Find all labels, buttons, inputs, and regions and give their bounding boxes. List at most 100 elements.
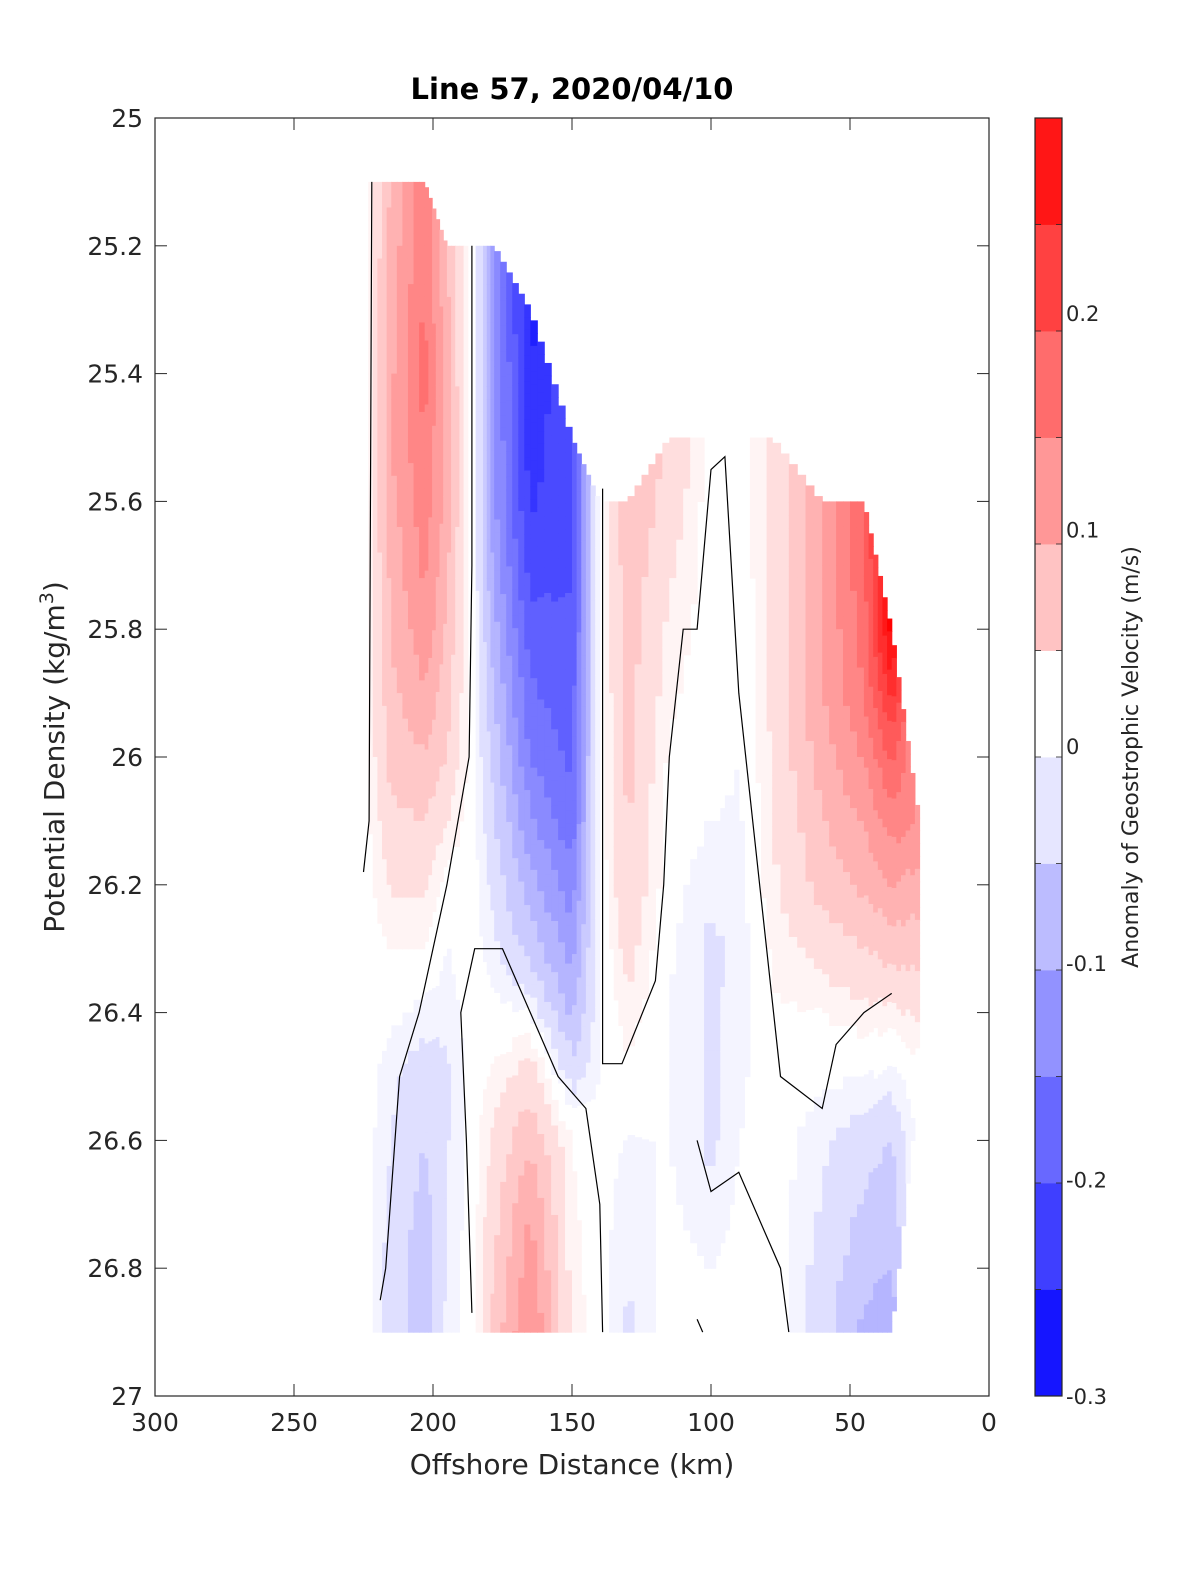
- heatmap-cell: [572, 1235, 578, 1249]
- heatmap-cell: [382, 501, 388, 515]
- heatmap-cell: [634, 881, 643, 895]
- heatmap-cell: [805, 932, 815, 947]
- heatmap-cell: [558, 1031, 566, 1046]
- heatmap-cell: [483, 386, 488, 400]
- heatmap-cell: [618, 884, 624, 899]
- heatmap-cell: [761, 475, 768, 490]
- heatmap-cell: [479, 463, 484, 477]
- heatmap-cell: [581, 1307, 587, 1321]
- heatmap-cell: [483, 718, 488, 733]
- heatmap-cell: [443, 956, 448, 970]
- heatmap-cell: [720, 1102, 726, 1116]
- heatmap-cell: [544, 439, 552, 454]
- heatmap-cell: [483, 1268, 488, 1282]
- heatmap-cell: [558, 763, 566, 777]
- heatmap-cell: [724, 923, 731, 937]
- heatmap-cell: [428, 696, 433, 710]
- heatmap-cell: [506, 1090, 513, 1104]
- heatmap-cell: [419, 437, 426, 451]
- heatmap-cell: [813, 1122, 823, 1136]
- heatmap-cell: [788, 1256, 798, 1270]
- heatmap-cell: [500, 530, 507, 544]
- heatmap-cell: [439, 1226, 444, 1241]
- heatmap-cell: [715, 1229, 721, 1244]
- heatmap-cell: [669, 514, 677, 528]
- heatmap-cell: [797, 883, 807, 898]
- heatmap-cell: [459, 1153, 465, 1167]
- heatmap-cell: [655, 645, 663, 659]
- heatmap-cell: [518, 383, 525, 397]
- heatmap-cell: [424, 1081, 429, 1096]
- heatmap-cell: [565, 1206, 573, 1220]
- heatmap-cell: [551, 1317, 559, 1331]
- heatmap-cell: [443, 1007, 448, 1021]
- heatmap-cell: [446, 450, 452, 464]
- heatmap-cell: [459, 1050, 465, 1065]
- heatmap-cell: [551, 639, 559, 654]
- heatmap-cell: [613, 501, 619, 515]
- heatmap-cell: [524, 764, 531, 778]
- heatmap-cell: [537, 520, 545, 534]
- heatmap-cell: [797, 807, 807, 821]
- heatmap-cell: [822, 961, 830, 975]
- heatmap-cell: [402, 897, 409, 911]
- heatmap-cell: [805, 1239, 815, 1253]
- heatmap-cell: [734, 1025, 740, 1039]
- heatmap-cell: [459, 501, 465, 515]
- heatmap-cell: [537, 993, 545, 1007]
- heatmap-cell: [648, 1205, 656, 1219]
- heatmap-cell: [386, 1319, 392, 1333]
- heatmap-cell: [676, 1089, 684, 1103]
- heatmap-cell: [386, 667, 392, 681]
- heatmap-cell: [755, 629, 762, 643]
- heatmap-layer: [368, 181, 921, 1333]
- heatmap-cell: [581, 604, 587, 619]
- heatmap-cell: [372, 322, 378, 336]
- heatmap-cell: [402, 1102, 409, 1116]
- heatmap-cell: [772, 966, 782, 981]
- heatmap-cell: [627, 841, 636, 855]
- heatmap-cell: [407, 590, 415, 605]
- heatmap-cell: [518, 689, 525, 704]
- plot-area: [154, 117, 990, 1397]
- heatmap-cell: [634, 1239, 643, 1253]
- heatmap-cell: [581, 1090, 587, 1104]
- heatmap-cell: [451, 1280, 456, 1295]
- heatmap-cell: [424, 417, 429, 431]
- heatmap-cell: [446, 1012, 452, 1026]
- heatmap-cell: [512, 1139, 519, 1153]
- heatmap-cell: [797, 934, 807, 949]
- heatmap-cell: [813, 777, 823, 791]
- heatmap-cell: [435, 398, 441, 412]
- heatmap-cell: [836, 641, 844, 656]
- heatmap-cell: [618, 1293, 624, 1308]
- heatmap-cell: [843, 552, 851, 566]
- heatmap-cell: [729, 795, 735, 809]
- heatmap-cell: [435, 1164, 441, 1179]
- heatmap-cell: [551, 997, 559, 1012]
- heatmap-cell: [407, 603, 415, 618]
- heatmap-cell: [822, 1217, 830, 1231]
- heatmap-cell: [518, 447, 525, 461]
- heatmap-cell: [648, 796, 656, 810]
- heatmap-cell: [683, 629, 691, 643]
- heatmap-cell: [634, 574, 643, 589]
- heatmap-cell: [439, 332, 444, 346]
- heatmap-cell: [576, 683, 582, 697]
- heatmap-cell: [813, 917, 823, 932]
- heatmap-cell: [424, 187, 429, 201]
- heatmap-cell: [572, 992, 578, 1006]
- heatmap-cell: [407, 539, 415, 554]
- heatmap-cell: [634, 945, 643, 959]
- heatmap-cell: [451, 309, 456, 324]
- heatmap-cell: [761, 705, 768, 720]
- heatmap-cell: [755, 641, 762, 656]
- heatmap-cell: [711, 1204, 717, 1218]
- heatmap-cell: [428, 760, 433, 774]
- heatmap-cell: [797, 538, 807, 553]
- heatmap-cell: [512, 1203, 519, 1217]
- heatmap-cell: [377, 1280, 383, 1295]
- heatmap-cell: [572, 570, 578, 584]
- heatmap-cell: [576, 1092, 582, 1106]
- heatmap-cell: [797, 1267, 807, 1281]
